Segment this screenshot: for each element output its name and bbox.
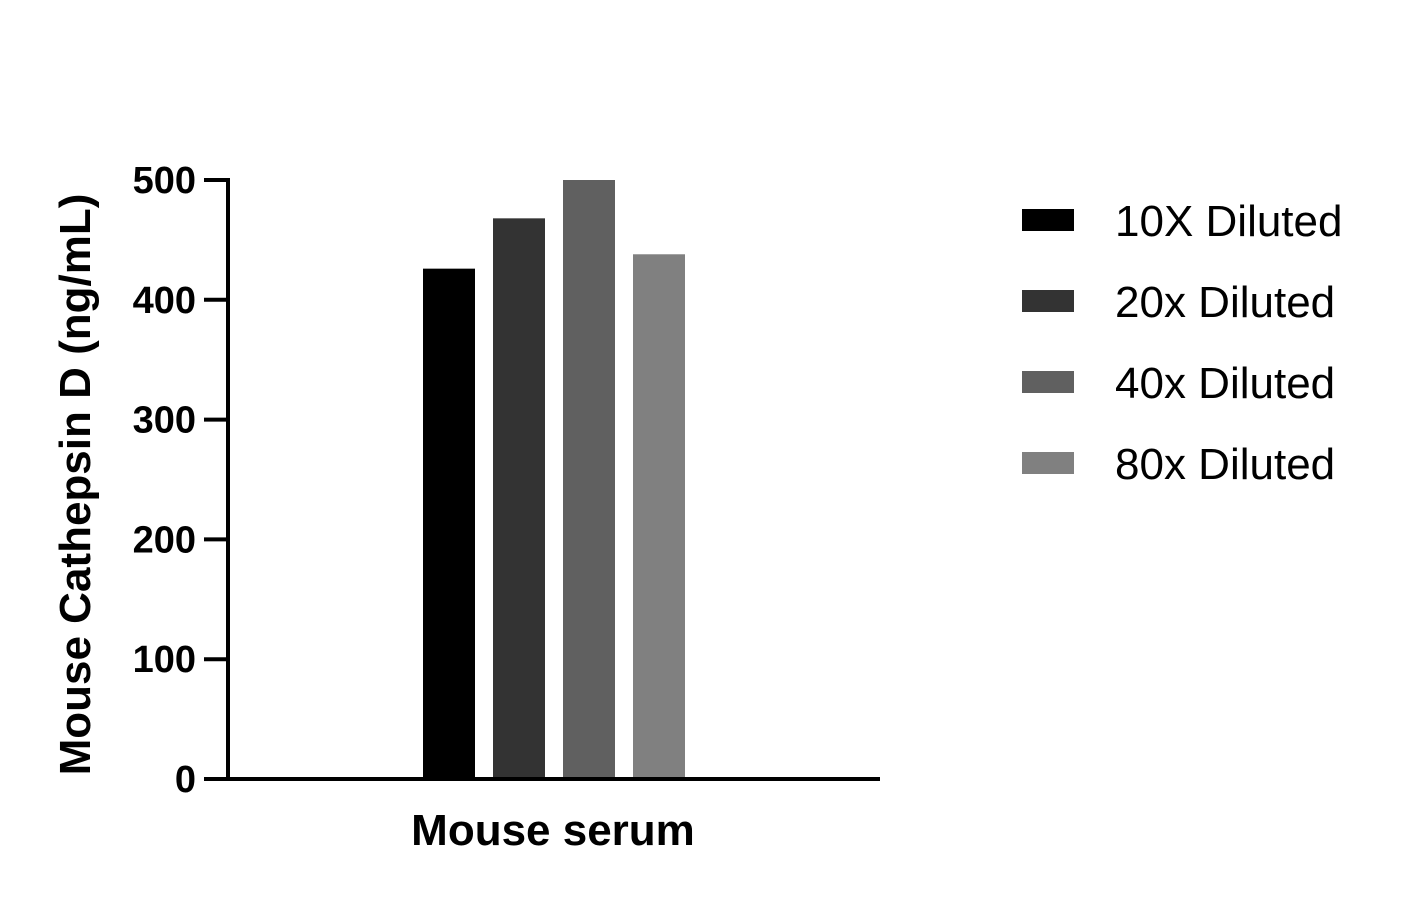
bars-group xyxy=(423,180,685,779)
legend-swatch-1 xyxy=(1022,209,1074,231)
bar-2 xyxy=(493,218,545,779)
y-tick-label: 300 xyxy=(133,400,196,442)
y-axis-ticks: 0 100 200 300 400 500 xyxy=(133,160,228,801)
y-tick-label: 500 xyxy=(133,160,196,202)
bar-4 xyxy=(633,254,685,779)
legend-label-2: 20x Diluted xyxy=(1115,278,1335,327)
x-axis-title: Mouse serum xyxy=(411,806,695,855)
y-tick-label: 0 xyxy=(175,759,196,801)
legend: 10X Diluted 20x Diluted 40x Diluted 80x Dil… xyxy=(1022,197,1342,489)
plot-area: 0 100 200 300 400 500 xyxy=(133,160,880,801)
y-tick-label: 200 xyxy=(133,519,196,561)
legend-swatch-2 xyxy=(1022,290,1074,312)
y-axis-title: Mouse Cathepsin D (ng/mL) xyxy=(51,194,100,776)
bar-3 xyxy=(563,180,615,779)
legend-label-3: 40x Diluted xyxy=(1115,359,1335,408)
legend-label-4: 80x Diluted xyxy=(1115,440,1335,489)
y-tick-label: 100 xyxy=(133,639,196,681)
y-tick-label: 400 xyxy=(133,280,196,322)
legend-swatch-4 xyxy=(1022,452,1074,474)
bar-1 xyxy=(423,268,475,779)
legend-swatch-3 xyxy=(1022,371,1074,393)
legend-label-1: 10X Diluted xyxy=(1115,197,1342,246)
